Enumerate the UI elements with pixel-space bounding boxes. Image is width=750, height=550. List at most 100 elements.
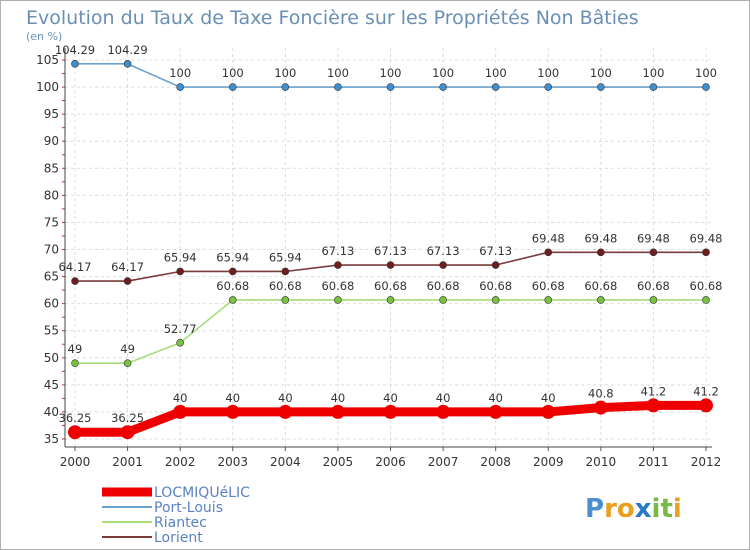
point-port-louis [491, 83, 500, 91]
point-lorient [439, 261, 447, 269]
legend-label-locmiqu-lic: LOCMIQUéLIC [154, 485, 250, 501]
point-port-louis [334, 83, 342, 91]
y-tick-label: 65 [44, 270, 59, 284]
y-tick-label: 70 [44, 243, 59, 257]
point-locmiqu-lic [173, 404, 188, 419]
data-label-riantec: 60.68 [690, 279, 723, 293]
logo-letter: P [585, 494, 604, 524]
series-lorient: 64.17 64.17 65.94 65.94 65.94 67.13 67.13 67.13… [59, 231, 722, 285]
y-tick-label: 40 [44, 405, 59, 419]
logo-letter: i [673, 494, 682, 524]
data-label-locmiqu-lic: 41.2 [641, 384, 667, 398]
data-label-lorient: 67.13 [427, 244, 460, 258]
data-label-locmiqu-lic: 40 [541, 391, 556, 405]
point-locmiqu-lic [68, 425, 82, 440]
grid [65, 48, 712, 447]
data-label-riantec: 52.77 [164, 322, 197, 336]
data-label-lorient: 67.13 [479, 244, 512, 258]
logo-letter: t [660, 494, 672, 524]
data-label-riantec: 60.68 [321, 279, 354, 293]
point-riantec [228, 296, 237, 304]
point-lorient [228, 267, 237, 276]
data-label-port-louis: 100 [695, 66, 717, 80]
point-riantec [491, 296, 500, 304]
data-label-lorient: 69.48 [637, 231, 670, 245]
data-label-lorient: 67.13 [321, 244, 354, 258]
data-label-port-louis: 100 [485, 66, 507, 80]
x-tick-label: 2011 [638, 455, 669, 469]
y-tick-label: 75 [44, 215, 59, 229]
point-locmiqu-lic [646, 398, 661, 413]
data-label-locmiqu-lic: 40 [173, 391, 188, 405]
point-lorient [176, 267, 184, 276]
point-locmiqu-lic [278, 404, 293, 419]
data-label-lorient: 65.94 [216, 250, 249, 264]
data-label-riantec: 60.68 [532, 279, 565, 293]
y-tick-label: 50 [44, 351, 59, 365]
point-locmiqu-lic [225, 404, 240, 419]
y-tick-label: 60 [44, 297, 59, 311]
point-port-louis [281, 83, 290, 91]
point-riantec [649, 296, 658, 304]
point-locmiqu-lic [488, 404, 503, 419]
data-label-port-louis: 100 [432, 66, 454, 80]
point-lorient [702, 248, 710, 257]
point-port-louis [702, 83, 710, 91]
data-label-locmiqu-lic: 36.25 [59, 411, 92, 425]
point-port-louis [649, 83, 658, 91]
point-locmiqu-lic [699, 398, 713, 413]
y-tick-label: 35 [44, 432, 59, 446]
series-riantec: 49 49 52.77 60.68 60.68 60.68 60.68 60.68 60.68 6… [68, 279, 723, 368]
point-riantec [702, 296, 710, 304]
data-label-port-louis: 100 [380, 66, 402, 80]
point-lorient [544, 248, 553, 257]
point-locmiqu-lic [541, 404, 556, 419]
x-tick-label: 2012 [691, 455, 722, 469]
y-tick-label: 95 [44, 107, 59, 121]
point-lorient [386, 261, 395, 269]
point-port-louis [386, 83, 395, 91]
data-label-port-louis: 100 [222, 66, 244, 80]
series-layer: 104.29 104.29 100 100 100 100 100 100 100 100 100 1… [55, 43, 723, 440]
x-tick-label: 2005 [323, 455, 354, 469]
point-riantec [386, 296, 395, 304]
series-locmiqu-lic: 36.25 36.25 40 40 40 40 40 40 40 40 40.8 41.2 41.2 [59, 384, 719, 440]
point-riantec [544, 296, 553, 304]
point-riantec [597, 296, 605, 304]
point-riantec [123, 359, 132, 368]
data-label-lorient: 65.94 [164, 250, 197, 264]
data-label-riantec: 49 [68, 342, 83, 356]
y-tick-label: 45 [44, 378, 59, 392]
logo-letter: r [604, 494, 617, 524]
logo-letter: o [617, 494, 635, 524]
y-tick-label: 100 [36, 80, 59, 94]
data-label-lorient: 64.17 [59, 260, 92, 274]
data-label-locmiqu-lic: 40 [436, 391, 451, 405]
logo-letter: i [652, 494, 661, 524]
x-tick-label: 2008 [480, 455, 511, 469]
legend-label-port-louis: Port-Louis [154, 500, 223, 516]
y-tick-label: 80 [44, 188, 59, 202]
legend-label-riantec: Riantec [154, 515, 207, 531]
point-port-louis [544, 83, 553, 91]
series-port-louis: 104.29 104.29 100 100 100 100 100 100 100 100 100 1… [55, 43, 717, 91]
y-tick-label: 55 [44, 324, 59, 338]
logo-letter: x [635, 494, 652, 524]
point-lorient [71, 277, 79, 285]
data-label-riantec: 60.68 [637, 279, 670, 293]
data-label-lorient: 69.48 [532, 231, 565, 245]
data-label-locmiqu-lic: 36.25 [111, 411, 144, 425]
x-tick-label: 2003 [217, 455, 248, 469]
data-label-port-louis: 100 [327, 66, 349, 80]
data-label-riantec: 49 [120, 342, 135, 356]
data-label-port-louis: 104.29 [107, 43, 147, 57]
point-riantec [334, 296, 342, 304]
point-locmiqu-lic [383, 404, 398, 419]
proxiti-logo: Proxiti [585, 494, 682, 524]
data-label-port-louis: 100 [590, 66, 612, 80]
data-label-locmiqu-lic: 40 [331, 391, 346, 405]
point-lorient [597, 248, 605, 257]
x-tick-label: 2002 [165, 455, 196, 469]
